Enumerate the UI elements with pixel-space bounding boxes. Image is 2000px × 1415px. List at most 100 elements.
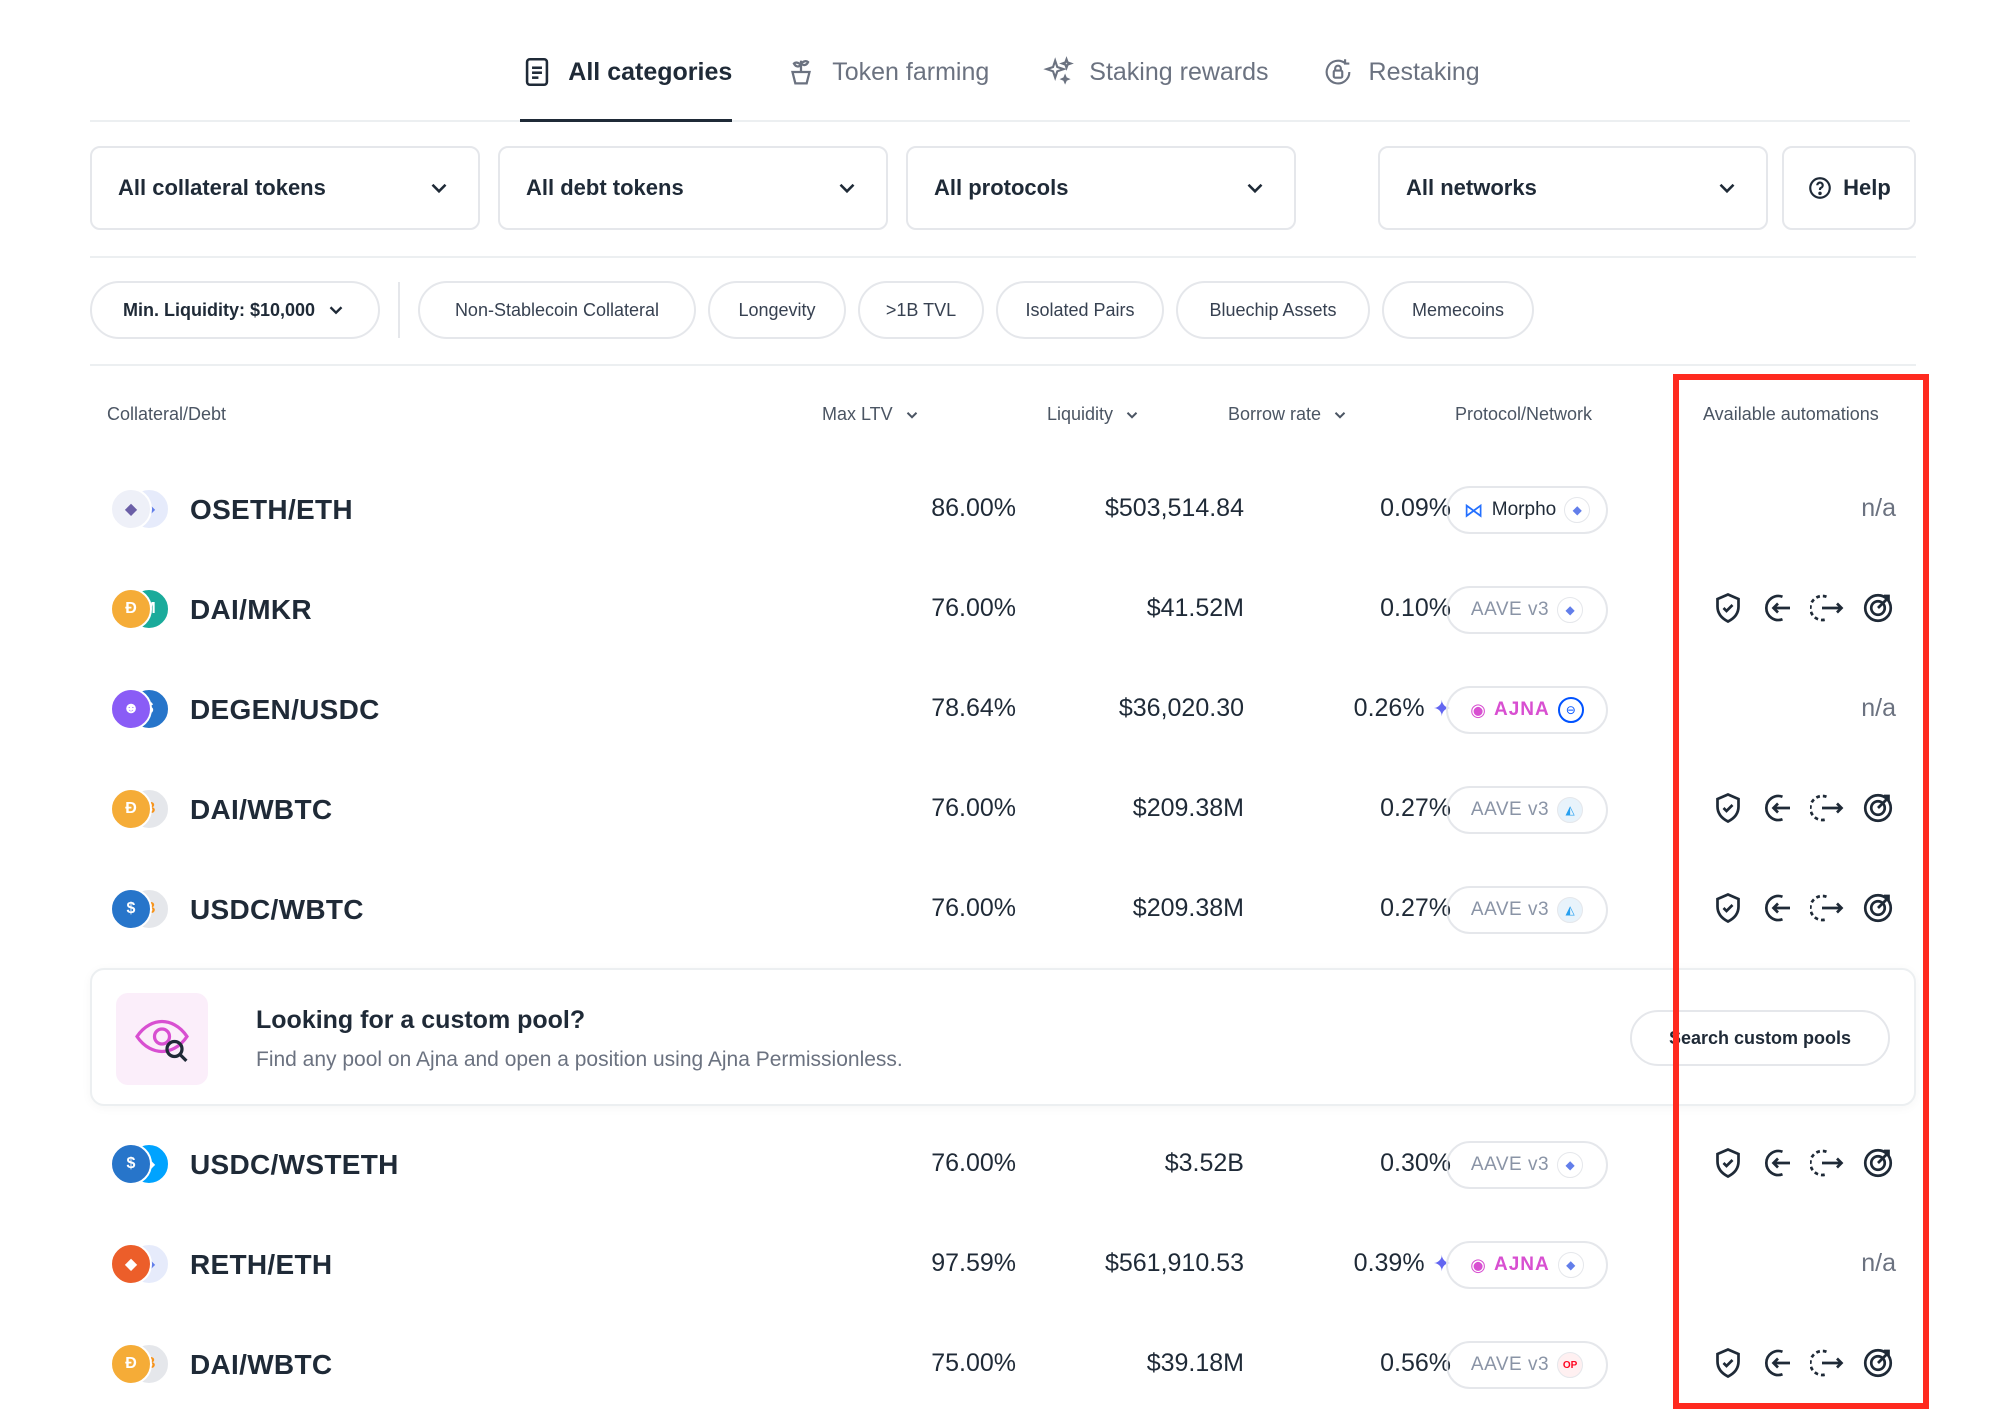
table-row[interactable]: $ ◆ USDC/WSTETH 76.00% $3.52B 0.30% AAVE… [90,1115,1916,1215]
banner-title: Looking for a custom pool? [256,1006,586,1034]
token-pair-icons: Đ ₿ [110,1343,170,1387]
tab-label: Token farming [832,57,990,86]
dropdown-label: All protocols [934,175,1069,200]
help-button[interactable]: Help [1782,146,1916,230]
take-profit-target-icon[interactable] [1860,890,1896,926]
auto-buy-icon[interactable] [1760,790,1796,826]
dropdown-label: All collateral tokens [118,175,326,200]
rate-text: 0.39% [1353,1249,1425,1277]
auto-sell-icon[interactable] [1810,790,1846,826]
table-row[interactable]: ◆ ◆ RETH/ETH 97.59% $561,910.53 0.39%✦ ◉… [90,1215,1916,1315]
custom-pool-banner: Looking for a custom pool? Find any pool… [90,968,1916,1106]
tab-token-farming[interactable]: Token farming [784,40,989,104]
stop-loss-shield-icon[interactable] [1710,590,1746,626]
auto-buy-icon[interactable] [1760,890,1796,926]
chip-bluechip-assets[interactable]: Bluechip Assets [1176,281,1370,339]
table-row[interactable]: $ ₿ USDC/WBTC 76.00% $209.38M 0.27% AAVE… [90,860,1916,960]
search-custom-pools-button[interactable]: Search custom pools [1630,1010,1890,1066]
rate-text: 0.30% [1380,1149,1451,1177]
auto-sell-icon[interactable] [1810,1345,1846,1381]
rate-text: 0.09% [1380,494,1451,522]
auto-buy-icon[interactable] [1760,1345,1796,1381]
header-label: Liquidity [1047,404,1114,424]
automation-icons [1710,1345,1896,1381]
auto-buy-icon[interactable] [1760,590,1796,626]
min-liquidity-chip[interactable]: Min. Liquidity: $10,000 [90,281,380,339]
protocol-network-badge[interactable]: AAVE v3 ◆ [1446,1141,1608,1189]
optimism-network-icon: OP [1557,1352,1584,1378]
protocol-network-badge[interactable]: AAVE v3 ◭ [1446,886,1608,934]
table-row[interactable]: ☻ $ DEGEN/USDC 78.64% $36,020.30 0.26%✦ … [90,660,1916,760]
liquidity-value: $209.38M [1132,794,1244,822]
dai-token-icon: Đ [110,1343,152,1385]
protocol-network-badge[interactable]: ◉ AJNA ◆ [1446,1241,1608,1289]
sparkles-icon [1043,56,1075,85]
tab-label: All categories [568,57,733,86]
header-label: Borrow rate [1228,404,1322,424]
take-profit-target-icon[interactable] [1860,790,1896,826]
chip-longevity[interactable]: Longevity [708,281,846,339]
protocol-network-badge[interactable]: AAVE v3 OP [1446,1341,1608,1389]
pair-name: DEGEN/USDC [190,694,380,725]
chevron-down-icon [839,183,855,194]
rate-text: 0.10% [1380,594,1451,622]
rate-text: 0.27% [1380,894,1451,922]
column-header-protocol-network: Protocol/Network [1455,404,1592,425]
ajna-eye-icon: ◉ [1470,1254,1486,1275]
tab-all-categories[interactable]: All categories [520,40,733,122]
automations-na: n/a [1861,494,1896,522]
protocol-network-badge[interactable]: AAVE v3 ◆ [1446,586,1608,634]
take-profit-target-icon[interactable] [1860,1345,1896,1381]
auto-sell-icon[interactable] [1810,890,1846,926]
header-label: Max LTV [822,404,893,424]
networks-dropdown[interactable]: All networks [1378,146,1768,230]
table-row[interactable]: Đ M DAI/MKR 76.00% $41.52M 0.10% AAVE v3… [90,560,1916,660]
chip-label: Min. Liquidity: $10,000 [122,299,316,320]
take-profit-target-icon[interactable] [1860,1145,1896,1181]
header-label: Collateral/Debt [107,404,227,424]
chip-isolated-pairs[interactable]: Isolated Pairs [996,281,1164,339]
column-header-max-ltv[interactable]: Max LTV [822,404,921,425]
token-pair-icons: ◆ ◆ [110,488,170,532]
protocol-name: AAVE v3 [1470,799,1550,820]
category-tabs: All categories Token farming Staking rew… [90,40,1910,122]
table-row[interactable]: ◆ ◆ OSETH/ETH 86.00% $503,514.84 0.09% ⋈… [90,460,1916,560]
column-header-liquidity[interactable]: Liquidity [1047,404,1141,425]
stop-loss-shield-icon[interactable] [1710,890,1746,926]
protocol-network-badge[interactable]: ◉ AJNA ⊖ [1446,686,1608,734]
banner-subtitle: Find any pool on Ajna and open a positio… [256,1048,903,1071]
pair-name: USDC/WBTC [190,894,364,925]
tab-restaking[interactable]: Restaking [1321,40,1480,104]
debt-token-dropdown[interactable]: All debt tokens [498,146,888,230]
chip-memecoins[interactable]: Memecoins [1382,281,1534,339]
chip-non-stablecoin-collateral[interactable]: Non-Stablecoin Collateral [418,281,696,339]
automation-icons [1710,790,1896,826]
automation-icons [1710,890,1896,926]
chip-1b-tvl[interactable]: >1B TVL [858,281,984,339]
pair-cell: ◆ ◆ OSETH/ETH [110,488,353,532]
rate-text: 0.26% [1353,694,1425,722]
tab-staking-rewards[interactable]: Staking rewards [1041,40,1269,104]
auto-sell-icon[interactable] [1810,1145,1846,1181]
auto-sell-icon[interactable] [1810,590,1846,626]
protocol-network-badge[interactable]: AAVE v3 ◭ [1446,786,1608,834]
header-label: Protocol/Network [1455,404,1593,424]
protocol-network-badge[interactable]: ⋈ Morpho ◆ [1446,486,1608,534]
table-row[interactable]: Đ ₿ DAI/WBTC 75.00% $39.18M 0.56% AAVE v… [90,1315,1916,1415]
chevron-down-icon [906,411,917,419]
chevron-down-icon [431,183,447,194]
column-header-borrow-rate[interactable]: Borrow rate [1228,404,1349,425]
stop-loss-shield-icon[interactable] [1710,1145,1746,1181]
take-profit-target-icon[interactable] [1860,590,1896,626]
auto-buy-icon[interactable] [1760,1145,1796,1181]
collateral-token-dropdown[interactable]: All collateral tokens [90,146,480,230]
stop-loss-shield-icon[interactable] [1710,1345,1746,1381]
protocols-dropdown[interactable]: All protocols [906,146,1296,230]
stop-loss-shield-icon[interactable] [1710,790,1746,826]
lock-cycle-icon [1325,59,1350,85]
usdc-token-icon: $ [110,1143,152,1185]
table-row[interactable]: Đ ₿ DAI/WBTC 76.00% $209.38M 0.27% AAVE … [90,760,1916,860]
automation-icons [1710,1145,1896,1181]
max-ltv-value: 78.64% [931,694,1016,722]
rate-text: 0.27% [1380,794,1451,822]
